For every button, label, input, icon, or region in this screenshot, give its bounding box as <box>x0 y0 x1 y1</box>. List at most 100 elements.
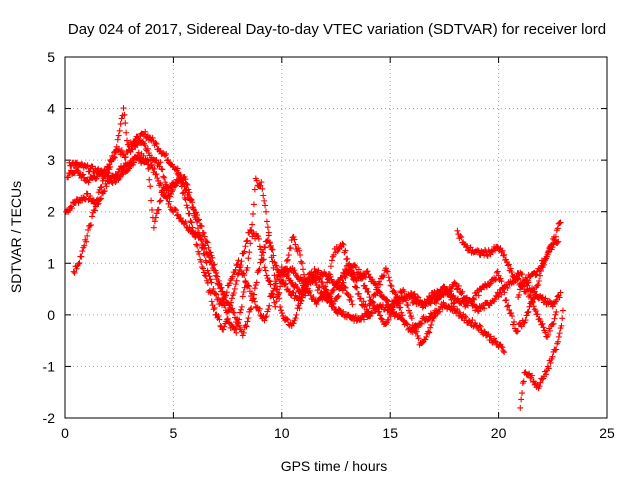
data-point <box>192 234 199 241</box>
data-point <box>262 267 269 274</box>
data-point <box>264 224 271 231</box>
data-point <box>406 310 413 316</box>
data-point <box>151 218 158 225</box>
data-point <box>425 328 432 335</box>
data-point <box>519 271 526 278</box>
data-point <box>220 297 227 304</box>
data-point <box>217 285 224 292</box>
data-point <box>504 262 511 269</box>
data-point <box>471 296 478 303</box>
data-point <box>315 276 322 283</box>
data-point <box>351 269 358 276</box>
data-point <box>536 383 543 390</box>
data-point <box>265 277 272 284</box>
data-point <box>85 226 92 233</box>
data-point <box>521 282 528 289</box>
data-point <box>322 283 329 290</box>
data-point <box>377 289 384 296</box>
data-point <box>557 289 564 296</box>
data-point <box>396 300 403 307</box>
data-point <box>135 149 142 156</box>
data-point <box>216 316 223 323</box>
data-point <box>527 294 534 301</box>
data-point <box>557 219 564 226</box>
data-point <box>118 147 125 154</box>
data-point <box>524 288 531 295</box>
data-point <box>241 272 248 279</box>
data-point <box>500 252 507 259</box>
data-point <box>233 329 240 336</box>
data-point <box>494 268 501 275</box>
data-point <box>399 317 406 324</box>
data-point <box>555 338 562 345</box>
data-point <box>387 282 394 289</box>
data-point <box>183 180 190 187</box>
data-point <box>172 179 179 186</box>
data-point <box>199 244 206 251</box>
data-point <box>214 273 221 280</box>
data-point <box>489 248 496 255</box>
data-point <box>224 316 231 323</box>
data-point <box>184 204 191 211</box>
data-point <box>244 237 251 244</box>
data-point <box>526 303 533 310</box>
data-point <box>384 268 391 275</box>
data-point <box>258 252 265 259</box>
data-point <box>385 316 392 323</box>
data-point <box>203 238 210 245</box>
data-point <box>498 278 505 285</box>
data-point <box>559 307 566 314</box>
data-point <box>258 179 265 186</box>
data-point <box>145 165 152 172</box>
data-point <box>193 209 200 216</box>
data-point <box>315 267 322 274</box>
data-point <box>347 293 354 300</box>
data-point <box>173 207 180 214</box>
data-point <box>234 261 241 268</box>
data-point <box>216 280 223 287</box>
data-point <box>339 274 346 281</box>
data-point <box>362 301 369 308</box>
series-9 <box>517 307 566 411</box>
data-point <box>182 176 189 183</box>
data-point <box>205 270 212 277</box>
data-point <box>80 171 87 178</box>
data-point <box>410 291 417 298</box>
data-point <box>268 254 275 261</box>
data-point <box>235 319 242 326</box>
y-tick-label: 1 <box>47 255 55 271</box>
data-point <box>365 288 372 295</box>
data-point <box>549 241 556 248</box>
data-point <box>537 272 544 279</box>
data-point <box>408 315 415 322</box>
data-point <box>185 191 192 198</box>
data-point <box>454 286 461 293</box>
data-point <box>529 299 536 306</box>
data-point <box>500 347 507 354</box>
data-point <box>157 197 164 204</box>
data-point <box>554 225 561 232</box>
data-point <box>149 206 156 213</box>
data-point <box>177 215 184 222</box>
data-point <box>166 198 173 205</box>
data-point <box>236 309 243 316</box>
data-point <box>227 299 234 306</box>
data-point <box>210 306 217 313</box>
data-point <box>457 233 464 240</box>
data-point <box>253 279 260 286</box>
data-point <box>475 326 482 333</box>
data-point <box>151 165 158 172</box>
data-point <box>228 295 235 302</box>
data-point <box>363 285 370 292</box>
data-point <box>492 292 499 299</box>
data-point <box>237 263 244 270</box>
data-point <box>245 255 252 262</box>
data-point <box>148 197 155 204</box>
data-point <box>78 160 85 167</box>
data-point <box>398 309 405 316</box>
data-point <box>426 329 433 336</box>
data-point <box>518 323 525 330</box>
data-point <box>239 293 246 300</box>
data-point <box>256 243 263 250</box>
